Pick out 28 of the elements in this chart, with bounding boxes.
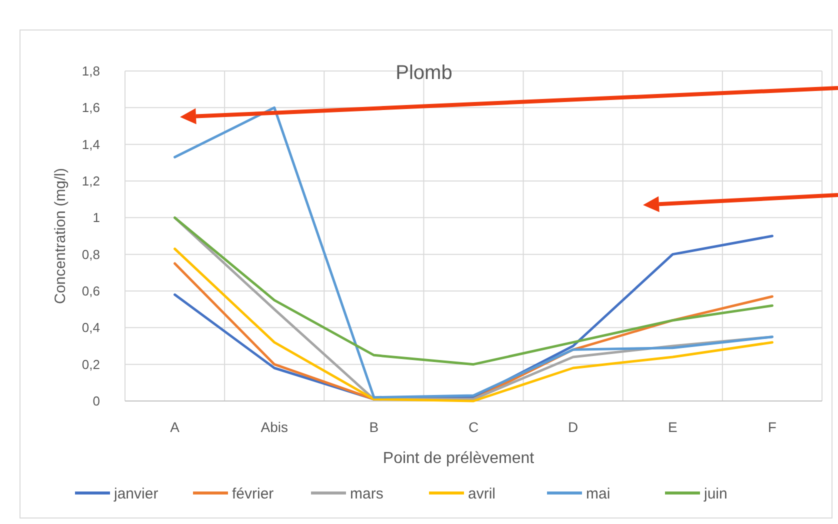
legend-label: mai bbox=[586, 485, 610, 502]
x-tick-label: A bbox=[170, 419, 180, 435]
line-series bbox=[174, 106, 774, 399]
y-tick-label: 0,2 bbox=[82, 356, 100, 372]
legend-label: février bbox=[232, 485, 274, 502]
y-tick-label: 0,6 bbox=[82, 284, 100, 299]
y-tick-label: 1,8 bbox=[82, 64, 100, 79]
y-tick-label: 0,8 bbox=[82, 246, 100, 262]
y-tick-label: 0 bbox=[92, 394, 100, 409]
x-tick-label: B bbox=[369, 419, 379, 435]
x-tick-label: C bbox=[468, 419, 479, 435]
x-tick-label: D bbox=[568, 419, 578, 435]
y-tick-label: 1,2 bbox=[82, 174, 100, 189]
x-axis-title: Point de prélèvement bbox=[382, 450, 535, 467]
y-axis-title: Concentration (mg/l) bbox=[52, 168, 69, 304]
y-tick-label: 0,4 bbox=[82, 320, 100, 336]
legend-label: avril bbox=[468, 485, 496, 502]
x-tick-label: F bbox=[768, 419, 776, 435]
x-tick-label: E bbox=[668, 419, 678, 435]
x-tick-label: Abis bbox=[260, 419, 288, 435]
legend-label: janvier bbox=[113, 485, 158, 502]
chart-title: Plomb bbox=[396, 62, 452, 84]
legend-label: juin bbox=[703, 485, 728, 502]
y-tick-label: 1,4 bbox=[82, 136, 100, 152]
y-tick-label: 1,6 bbox=[82, 100, 100, 116]
legend-label: mars bbox=[350, 485, 384, 502]
y-tick-label: 1 bbox=[92, 210, 100, 226]
line-series bbox=[174, 216, 774, 366]
